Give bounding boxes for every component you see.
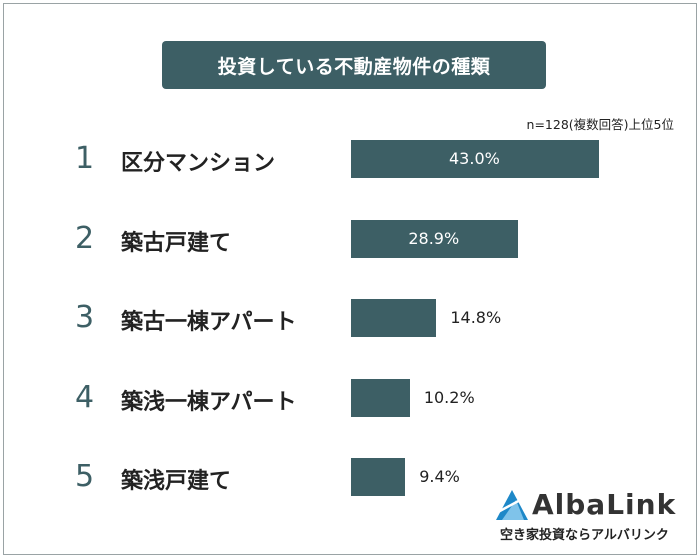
category-label: 築古戸建て bbox=[121, 230, 232, 256]
rank-number: 5 bbox=[75, 459, 95, 494]
albalink-logo-icon bbox=[496, 490, 528, 520]
sample-note: n=128(複数回答)上位5位 bbox=[526, 117, 674, 132]
category-label: 築古一棟アパート bbox=[121, 310, 297, 335]
rank-number: 1 bbox=[75, 141, 95, 176]
value-label: 10.2% bbox=[423, 387, 475, 407]
chart-frame: 投資している不動産物件の種類 n=128(複数回答)上位5位 1 区分マンション 4… bbox=[3, 3, 697, 555]
rank-number: 4 bbox=[75, 379, 95, 415]
value-label: 9.4% bbox=[419, 467, 460, 486]
bar bbox=[351, 458, 406, 496]
value-label: 28.9% bbox=[408, 228, 460, 248]
bar bbox=[351, 378, 410, 417]
value-label: 43.0% bbox=[449, 149, 500, 168]
logo-tagline: 空き家投資ならアルバリンク bbox=[500, 528, 669, 543]
value-label: 14.8% bbox=[450, 308, 502, 327]
category-label: 築浅戸建て bbox=[121, 469, 232, 494]
logo-name: AlbaLink bbox=[532, 488, 677, 521]
bar bbox=[351, 219, 518, 258]
rank-number: 2 bbox=[75, 220, 95, 256]
bar bbox=[351, 140, 599, 178]
category-label: 築浅一棟アパート bbox=[121, 389, 297, 415]
category-label: 区分マンション bbox=[121, 151, 276, 176]
albalink-logo: AlbaLink 空き家投資ならアルバリンク bbox=[494, 488, 684, 548]
chart-title: 投資している不動産物件の種類 bbox=[162, 41, 546, 89]
bar bbox=[351, 299, 437, 337]
rank-number: 3 bbox=[75, 300, 95, 335]
